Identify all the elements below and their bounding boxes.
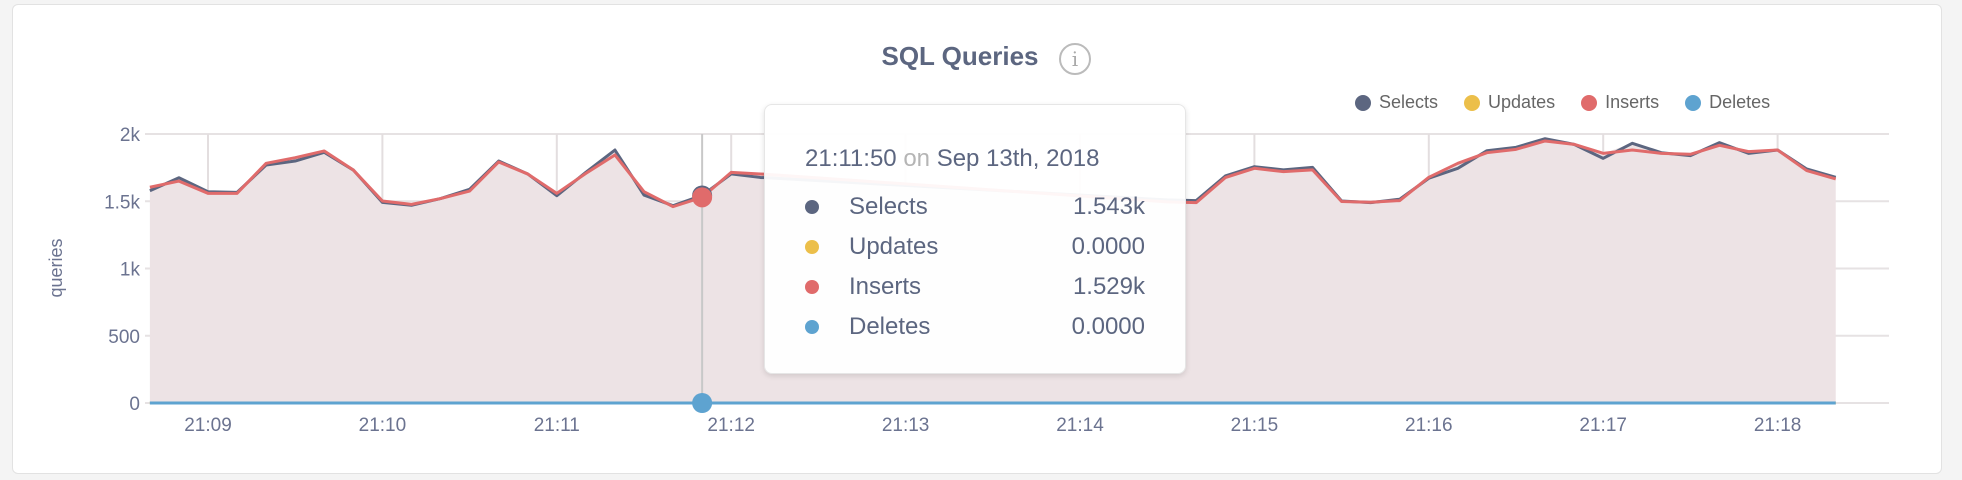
chart-legend: Selects Updates Inserts Deletes [1355, 92, 1770, 113]
legend-item-updates[interactable]: Updates [1464, 92, 1555, 113]
series-dot-icon [805, 240, 819, 254]
tooltip-time: 21:11:50 [805, 145, 897, 172]
tooltip-row-deletes: Deletes 0.0000 [805, 309, 1145, 345]
hover-point-deletes [692, 393, 713, 413]
x-tick-label: 21:11 [534, 415, 580, 436]
y-axis-title: queries [46, 238, 66, 297]
legend-dot-icon [1355, 94, 1371, 111]
series-dot-icon [805, 320, 819, 334]
y-tick-label: 2k [120, 125, 141, 146]
tooltip-row-inserts: Inserts 1.529k [805, 269, 1145, 305]
y-tick-label: 1k [120, 260, 141, 281]
y-tick-label: 1.5k [104, 192, 140, 213]
tooltip-label: Updates [849, 233, 939, 260]
y-tick-label: 500 [108, 327, 140, 348]
x-tick-label: 21:13 [882, 415, 930, 436]
tooltip-value: 0.0000 [1071, 233, 1145, 260]
x-tick-label: 21:10 [359, 415, 407, 436]
tooltip-label: Inserts [849, 273, 922, 300]
tooltip-value: 1.529k [1072, 273, 1145, 300]
tooltip-row-updates: Updates 0.0000 [805, 229, 1145, 265]
x-tick-label: 21:09 [184, 415, 232, 436]
tooltip-row-selects: Selects 1.543k [805, 189, 1145, 225]
y-tick-label: 0 [129, 394, 140, 415]
tooltip-header: 21:11:50 on Sep 13th, 2018 [805, 145, 1100, 173]
legend-label: Inserts [1605, 92, 1660, 112]
hover-point-inserts [692, 187, 713, 208]
legend-item-inserts[interactable]: Inserts [1581, 92, 1659, 113]
info-circle-icon[interactable]: i [1059, 43, 1091, 75]
series-dot-icon [805, 280, 819, 294]
x-tick-label: 21:18 [1754, 415, 1802, 436]
tooltip-value: 0.0000 [1071, 313, 1145, 340]
chart-title: SQL Queries [881, 41, 1039, 71]
legend-item-selects[interactable]: Selects [1355, 92, 1438, 113]
legend-dot-icon [1581, 94, 1598, 111]
legend-item-deletes[interactable]: Deletes [1685, 92, 1770, 113]
hover-tooltip: 21:11:50 on Sep 13th, 2018 Selects 1.543k… [764, 104, 1186, 374]
tooltip-on: on [903, 145, 931, 172]
x-tick-label: 21:15 [1231, 415, 1279, 436]
tooltip-label: Selects [849, 193, 928, 220]
x-tick-label: 21:12 [707, 415, 755, 436]
tooltip-value: 1.543k [1072, 193, 1145, 220]
x-tick-label: 21:16 [1405, 415, 1453, 436]
legend-label: Deletes [1709, 92, 1771, 112]
legend-dot-icon [1685, 94, 1702, 111]
x-tick-label: 21:14 [1056, 415, 1104, 436]
x-tick-label: 21:17 [1579, 415, 1627, 436]
tooltip-date: Sep 13th, 2018 [936, 145, 1100, 172]
legend-dot-icon [1464, 94, 1481, 111]
series-dot-icon [805, 200, 819, 214]
legend-label: Updates [1488, 92, 1556, 112]
tooltip-label: Deletes [849, 313, 931, 340]
legend-label: Selects [1379, 92, 1439, 112]
